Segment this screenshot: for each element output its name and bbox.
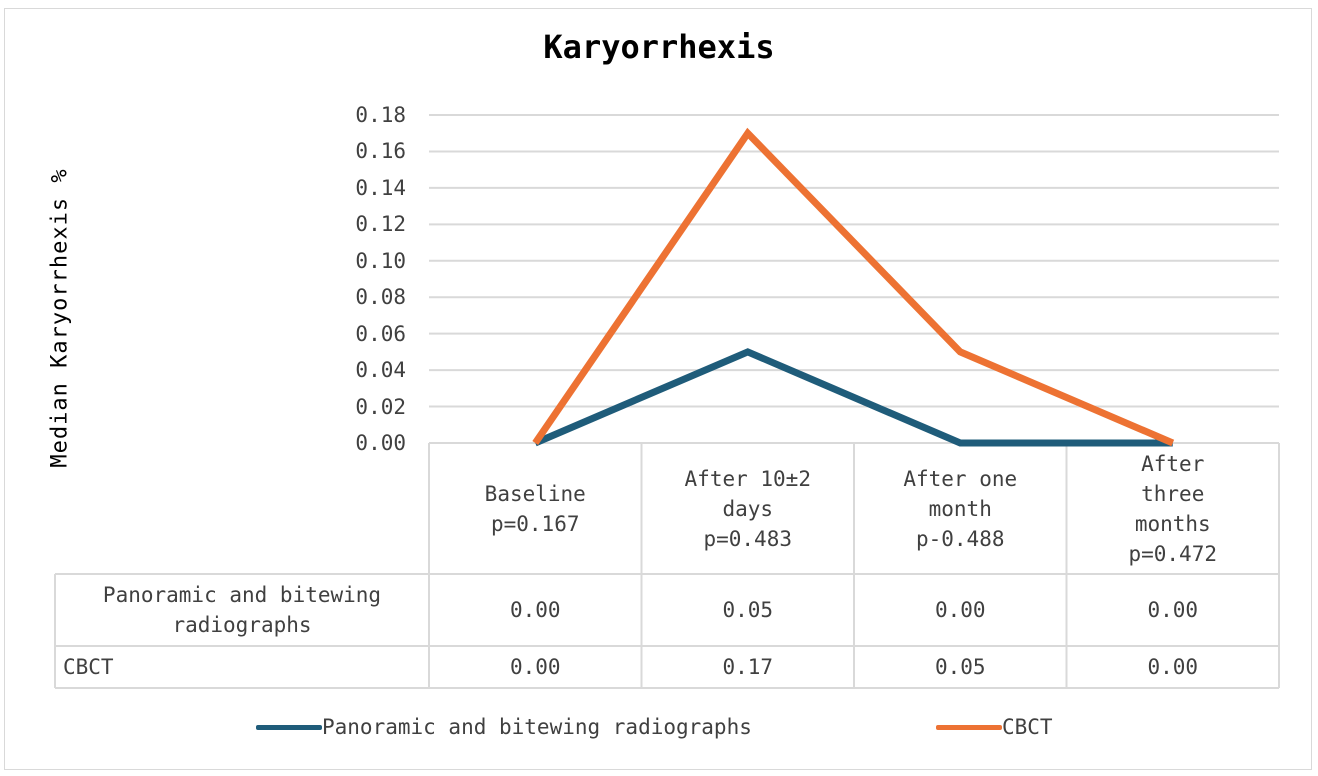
- y-tick-label: 0.16: [355, 139, 406, 164]
- y-tick-label: 0.02: [355, 394, 406, 419]
- y-tick-label: 0.04: [355, 358, 406, 383]
- series-line-0: [533, 348, 1173, 447]
- legend: Panoramic and bitewing radiographs CBCT: [0, 710, 1318, 744]
- legend-item-cbct: CBCT: [936, 710, 1053, 744]
- table-value-cell: 0.05: [934, 655, 986, 679]
- table-value-cell: 0.05: [722, 598, 774, 622]
- table-value-cell: 0.17: [722, 655, 774, 679]
- y-tick-label: 0.14: [355, 175, 406, 200]
- legend-label-panoramic: Panoramic and bitewing radiographs: [322, 715, 752, 739]
- y-tick-label: 0.10: [355, 248, 406, 273]
- table-row-label: Panoramic and bitewing radiographs: [102, 583, 382, 637]
- y-tick-label: 0.08: [355, 285, 406, 310]
- y-tick-label: 0.00: [355, 431, 406, 455]
- table-value-cell: 0.00: [509, 655, 561, 679]
- series-line-1: [532, 127, 1175, 447]
- table-value-cell: 0.00: [934, 598, 986, 622]
- table-value-cell: 0.00: [509, 598, 561, 622]
- category-label: After 10±2 days p=0.483: [684, 466, 811, 551]
- table-row-label: CBCT: [63, 655, 114, 679]
- legend-item-panoramic: Panoramic and bitewing radiographs: [256, 710, 752, 744]
- table-value-cell: 0.00: [1147, 598, 1199, 622]
- y-tick-label: 0.18: [355, 103, 406, 127]
- table-value-cell: 0.00: [1147, 655, 1199, 679]
- category-label: After three months p=0.472: [1128, 451, 1217, 566]
- legend-swatch-cbct: [936, 724, 1002, 730]
- legend-label-cbct: CBCT: [1002, 715, 1053, 739]
- category-label: After one month p-0.488: [903, 466, 1018, 551]
- y-tick-label: 0.06: [355, 321, 406, 346]
- legend-swatch-panoramic: [256, 724, 322, 730]
- category-label: Baseline p=0.167: [484, 481, 586, 536]
- chart-title: Karyorrhexis: [543, 28, 775, 66]
- y-tick-label: 0.12: [355, 212, 406, 237]
